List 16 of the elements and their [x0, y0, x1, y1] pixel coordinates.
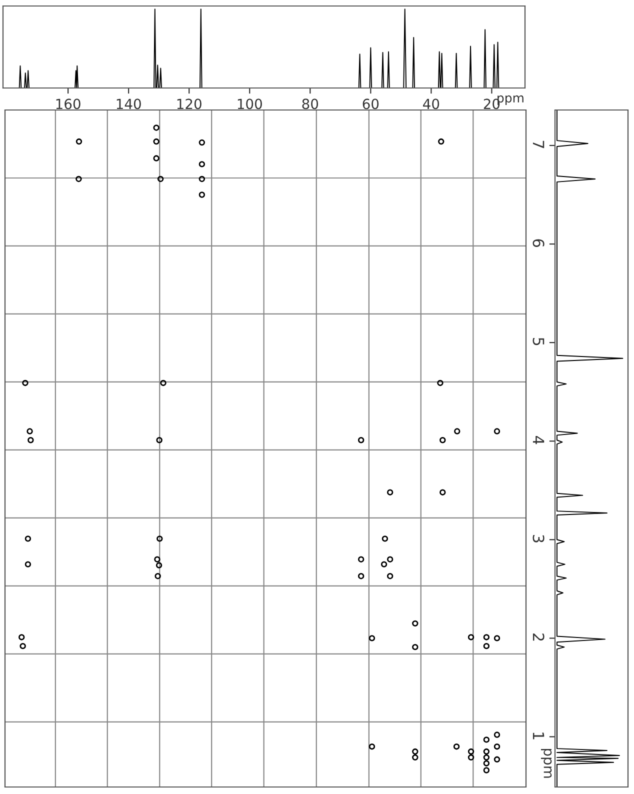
y-tick-label: 5	[532, 338, 544, 346]
x-tick-label: 120	[177, 98, 202, 110]
x-tick-label: 80	[302, 98, 318, 110]
x-tick-label: 40	[423, 98, 440, 110]
y-tick-label: 2	[532, 634, 544, 641]
y-tick-label: 4	[532, 436, 544, 444]
x-tick-label: 160	[56, 98, 80, 110]
y-axis-title: ppm	[540, 748, 552, 778]
x-tick-label: 100	[238, 98, 262, 110]
x-tick-label: 140	[116, 98, 141, 110]
y-tick-label: 7	[532, 140, 544, 148]
x-axis-title: ppm	[498, 95, 524, 106]
y-tick-label: 1	[532, 732, 544, 740]
x-tick-label: 60	[362, 98, 379, 110]
y-tick-label: 6	[532, 239, 544, 247]
y-tick-label: 3	[532, 535, 544, 542]
